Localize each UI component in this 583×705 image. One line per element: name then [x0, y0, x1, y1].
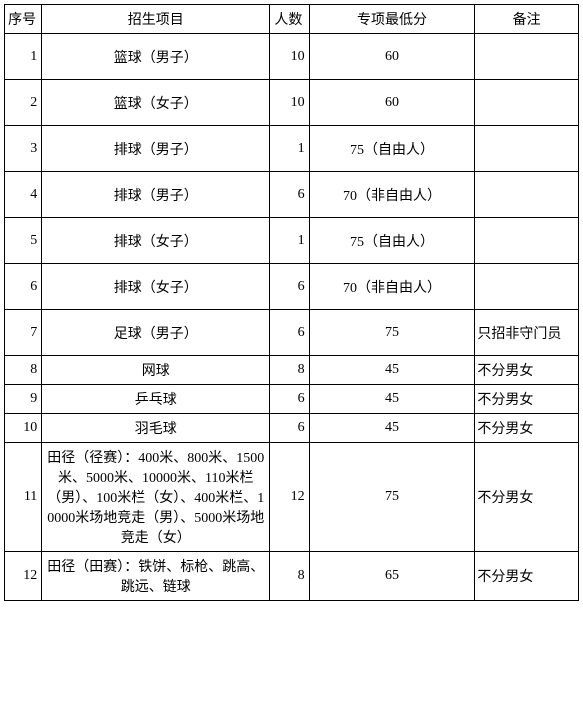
cell-count: 6 — [270, 414, 309, 443]
cell-score: 45 — [309, 385, 475, 414]
cell-note — [475, 34, 579, 80]
cell-score: 75 — [309, 443, 475, 552]
table-row: 8网球845不分男女 — [5, 356, 579, 385]
table-row: 4排球（男子）670（非自由人） — [5, 172, 579, 218]
table-body: 1篮球（男子）10602篮球（女子）10603排球（男子）175（自由人）4排球… — [5, 34, 579, 601]
col-header-item: 招生项目 — [42, 5, 270, 34]
col-header-score: 专项最低分 — [309, 5, 475, 34]
cell-item: 排球（女子） — [42, 218, 270, 264]
cell-count: 10 — [270, 34, 309, 80]
cell-count: 1 — [270, 126, 309, 172]
cell-item: 乒乓球 — [42, 385, 270, 414]
cell-idx: 11 — [5, 443, 42, 552]
cell-item: 足球（男子） — [42, 310, 270, 356]
cell-note: 不分男女 — [475, 414, 579, 443]
cell-note: 不分男女 — [475, 385, 579, 414]
cell-idx: 5 — [5, 218, 42, 264]
cell-idx: 12 — [5, 552, 42, 601]
table-row: 11田径（径赛）：400米、800米、1500米、5000米、10000米、11… — [5, 443, 579, 552]
cell-item: 排球（男子） — [42, 172, 270, 218]
cell-idx: 1 — [5, 34, 42, 80]
cell-count: 6 — [270, 310, 309, 356]
cell-score: 60 — [309, 34, 475, 80]
cell-note — [475, 126, 579, 172]
cell-count: 6 — [270, 385, 309, 414]
table-row: 6排球（女子）670（非自由人） — [5, 264, 579, 310]
cell-idx: 10 — [5, 414, 42, 443]
table-row: 3排球（男子）175（自由人） — [5, 126, 579, 172]
cell-idx: 2 — [5, 80, 42, 126]
cell-note — [475, 264, 579, 310]
col-header-idx: 序号 — [5, 5, 42, 34]
cell-item: 田径（田赛）：铁饼、标枪、跳高、跳远、链球 — [42, 552, 270, 601]
cell-score: 45 — [309, 356, 475, 385]
cell-note: 不分男女 — [475, 443, 579, 552]
col-header-count: 人数 — [270, 5, 309, 34]
cell-note — [475, 218, 579, 264]
cell-score: 75（自由人） — [309, 218, 475, 264]
cell-score: 60 — [309, 80, 475, 126]
table-row: 10羽毛球645不分男女 — [5, 414, 579, 443]
cell-count: 8 — [270, 552, 309, 601]
cell-score: 65 — [309, 552, 475, 601]
admissions-table: 序号 招生项目 人数 专项最低分 备注 1篮球（男子）10602篮球（女子）10… — [4, 4, 579, 601]
cell-note — [475, 172, 579, 218]
table-header-row: 序号 招生项目 人数 专项最低分 备注 — [5, 5, 579, 34]
cell-score: 70（非自由人） — [309, 264, 475, 310]
cell-item: 田径（径赛）：400米、800米、1500米、5000米、10000米、110米… — [42, 443, 270, 552]
cell-count: 1 — [270, 218, 309, 264]
table-row: 12田径（田赛）：铁饼、标枪、跳高、跳远、链球865不分男女 — [5, 552, 579, 601]
table-row: 2篮球（女子）1060 — [5, 80, 579, 126]
cell-item: 篮球（男子） — [42, 34, 270, 80]
table-row: 9乒乓球645不分男女 — [5, 385, 579, 414]
cell-note — [475, 80, 579, 126]
cell-note: 不分男女 — [475, 552, 579, 601]
cell-idx: 3 — [5, 126, 42, 172]
cell-idx: 8 — [5, 356, 42, 385]
cell-score: 45 — [309, 414, 475, 443]
cell-count: 8 — [270, 356, 309, 385]
table-row: 1篮球（男子）1060 — [5, 34, 579, 80]
cell-item: 排球（女子） — [42, 264, 270, 310]
cell-idx: 4 — [5, 172, 42, 218]
table-row: 7足球（男子）675只招非守门员 — [5, 310, 579, 356]
table-row: 5排球（女子）175（自由人） — [5, 218, 579, 264]
cell-score: 75（自由人） — [309, 126, 475, 172]
cell-idx: 6 — [5, 264, 42, 310]
cell-count: 6 — [270, 264, 309, 310]
cell-idx: 7 — [5, 310, 42, 356]
cell-note: 只招非守门员 — [475, 310, 579, 356]
cell-count: 6 — [270, 172, 309, 218]
cell-count: 12 — [270, 443, 309, 552]
cell-idx: 9 — [5, 385, 42, 414]
cell-item: 网球 — [42, 356, 270, 385]
cell-item: 排球（男子） — [42, 126, 270, 172]
cell-score: 75 — [309, 310, 475, 356]
cell-count: 10 — [270, 80, 309, 126]
cell-note: 不分男女 — [475, 356, 579, 385]
cell-item: 羽毛球 — [42, 414, 270, 443]
col-header-note: 备注 — [475, 5, 579, 34]
cell-item: 篮球（女子） — [42, 80, 270, 126]
cell-score: 70（非自由人） — [309, 172, 475, 218]
